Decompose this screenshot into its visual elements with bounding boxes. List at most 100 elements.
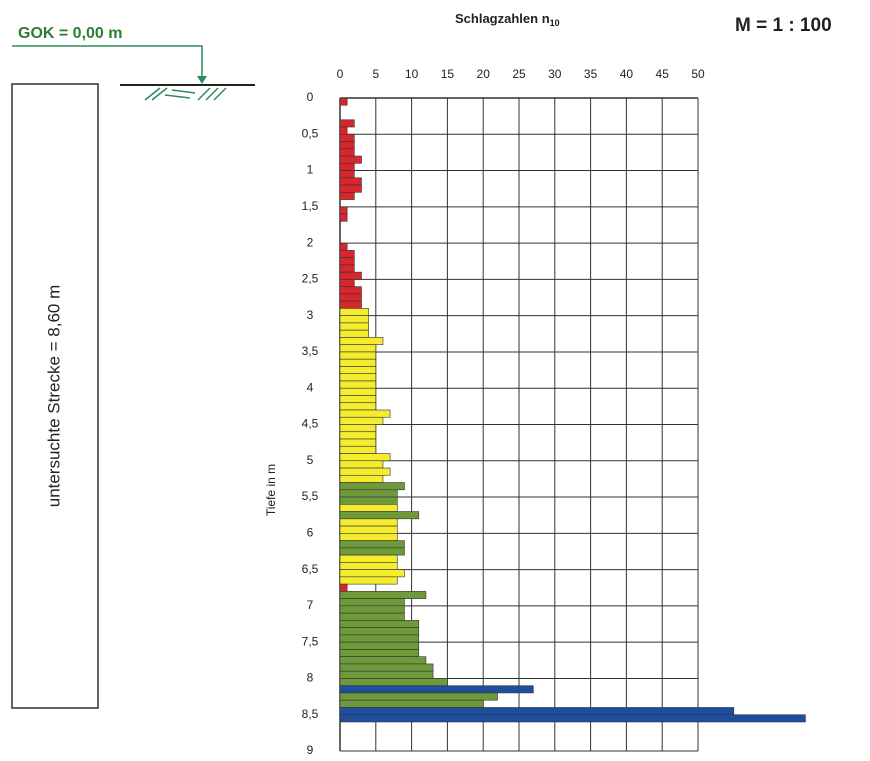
bar bbox=[339, 409, 391, 418]
bar bbox=[339, 663, 434, 672]
y-tick-label: 4 bbox=[307, 380, 314, 394]
x-tick-label: 50 bbox=[691, 67, 705, 81]
reference-arrow bbox=[12, 45, 203, 78]
bar bbox=[339, 678, 448, 687]
bar bbox=[339, 329, 369, 338]
bar bbox=[339, 424, 377, 433]
bar bbox=[339, 337, 384, 345]
bar bbox=[339, 467, 391, 476]
bar bbox=[339, 496, 398, 505]
bar bbox=[339, 612, 405, 621]
bar bbox=[339, 416, 384, 425]
bar bbox=[339, 380, 377, 389]
x-tick-label: 35 bbox=[584, 67, 598, 81]
bar bbox=[339, 707, 735, 716]
chart-title: Schlagzahlen n10 bbox=[455, 11, 560, 28]
bar bbox=[339, 431, 377, 440]
bar bbox=[339, 141, 355, 150]
bar bbox=[339, 271, 362, 280]
bar bbox=[339, 308, 369, 316]
bar bbox=[339, 322, 369, 331]
title-text: Schlagzahlen n bbox=[455, 11, 550, 26]
bar bbox=[339, 583, 348, 592]
bar bbox=[339, 620, 420, 628]
y-tick-label: 2 bbox=[307, 235, 314, 249]
bar bbox=[339, 300, 362, 309]
y-tick-label: 5,5 bbox=[302, 489, 319, 503]
y-tick-label: 5 bbox=[307, 453, 314, 467]
x-tick-label: 10 bbox=[405, 67, 419, 81]
ground-hatch bbox=[144, 87, 227, 101]
bar bbox=[339, 699, 484, 708]
bar bbox=[339, 656, 427, 665]
y-tick-label: 0 bbox=[307, 90, 314, 104]
y-tick-label: 6,5 bbox=[302, 562, 319, 576]
bar bbox=[339, 351, 377, 360]
box-label: untersuchte Strecke = 8,60 m bbox=[44, 285, 63, 508]
y-tick-label: 6 bbox=[307, 526, 314, 540]
bar bbox=[339, 177, 362, 186]
bar bbox=[339, 97, 348, 106]
bar bbox=[339, 554, 398, 563]
y-axis-title: Tiefe in m bbox=[264, 464, 278, 516]
bar bbox=[339, 511, 420, 520]
bar bbox=[339, 387, 377, 396]
bar bbox=[339, 119, 355, 128]
bar bbox=[339, 395, 377, 404]
bar bbox=[339, 540, 405, 549]
y-tick-label: 3 bbox=[307, 308, 314, 322]
bar bbox=[339, 170, 355, 179]
bar bbox=[339, 148, 355, 157]
x-tick-label: 40 bbox=[620, 67, 634, 81]
x-tick-label: 30 bbox=[548, 67, 562, 81]
bar bbox=[339, 250, 355, 258]
title-subscript: 10 bbox=[550, 18, 560, 28]
bar bbox=[339, 257, 355, 266]
bar bbox=[339, 649, 420, 657]
y-tick-label: 4,5 bbox=[302, 417, 319, 431]
bar bbox=[339, 533, 398, 541]
bar bbox=[339, 445, 377, 454]
bar bbox=[339, 453, 391, 462]
bar bbox=[339, 460, 384, 469]
bar bbox=[339, 206, 348, 215]
bar bbox=[339, 155, 362, 164]
bar bbox=[339, 438, 377, 447]
bar bbox=[339, 562, 398, 570]
x-tick-label: 20 bbox=[477, 67, 491, 81]
bar bbox=[339, 518, 398, 527]
y-tick-label: 2,5 bbox=[302, 272, 319, 286]
bar bbox=[339, 670, 434, 679]
bar bbox=[339, 474, 384, 483]
y-tick-label: 7 bbox=[307, 598, 314, 612]
bar bbox=[339, 242, 348, 251]
bar bbox=[339, 547, 405, 556]
bar bbox=[339, 525, 398, 534]
y-tick-label: 8,5 bbox=[302, 707, 319, 721]
bar bbox=[339, 605, 405, 614]
bar bbox=[339, 598, 405, 607]
bar bbox=[339, 591, 427, 599]
bar bbox=[339, 641, 420, 650]
bar bbox=[339, 279, 355, 287]
bar bbox=[339, 402, 377, 411]
scale-label: M = 1 : 100 bbox=[735, 15, 832, 36]
bar bbox=[339, 366, 377, 375]
x-tick-label: 15 bbox=[441, 67, 455, 81]
bar bbox=[339, 184, 362, 193]
bar bbox=[339, 213, 348, 222]
bar bbox=[339, 504, 398, 512]
bar bbox=[339, 163, 355, 171]
bar bbox=[339, 714, 806, 723]
bar bbox=[339, 685, 534, 694]
bar bbox=[339, 482, 405, 491]
bar bbox=[339, 358, 377, 367]
y-tick-label: 8 bbox=[307, 671, 314, 685]
bar bbox=[339, 627, 420, 636]
y-tick-label: 9 bbox=[307, 743, 314, 756]
y-tick-label: 1 bbox=[307, 163, 314, 177]
x-tick-label: 5 bbox=[372, 67, 379, 81]
bar bbox=[339, 126, 348, 135]
investigated-box bbox=[11, 83, 99, 709]
